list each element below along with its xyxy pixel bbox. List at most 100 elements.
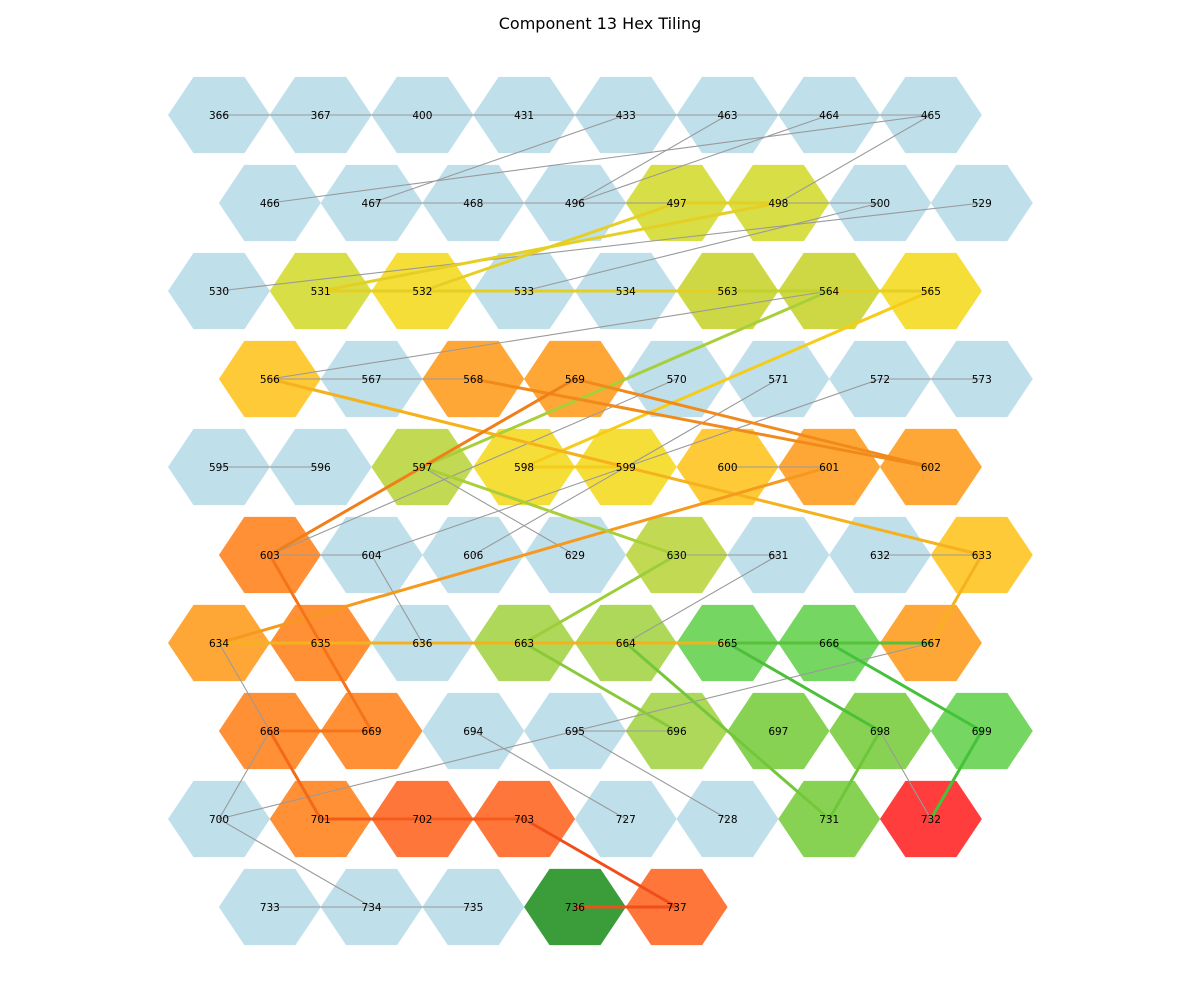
hex-label-635: 635 bbox=[311, 638, 331, 650]
edge-gray-530-529 bbox=[218, 202, 983, 292]
hex-label-468: 468 bbox=[463, 198, 483, 210]
edge-colored-630-663 bbox=[522, 553, 679, 645]
hex-label-571: 571 bbox=[768, 374, 788, 386]
hex-label-433: 433 bbox=[616, 110, 636, 122]
hex-label-636: 636 bbox=[412, 638, 432, 650]
hex-label-463: 463 bbox=[717, 110, 737, 122]
hex-label-400: 400 bbox=[412, 110, 432, 122]
hex-label-606: 606 bbox=[463, 550, 483, 562]
hex-label-698: 698 bbox=[870, 726, 890, 738]
hex-label-634: 634 bbox=[209, 638, 229, 650]
edge-gray-631-664 bbox=[625, 554, 779, 644]
edge-colored-597-564 bbox=[420, 289, 831, 469]
hex-label-667: 667 bbox=[921, 638, 941, 650]
hex-label-668: 668 bbox=[260, 726, 280, 738]
hex-label-466: 466 bbox=[260, 198, 280, 210]
hex-label-630: 630 bbox=[667, 550, 687, 562]
edge-colored-665-698 bbox=[726, 641, 882, 733]
hex-label-564: 564 bbox=[819, 286, 839, 298]
edge-gray-533-500 bbox=[523, 202, 881, 292]
edge-colored-703-737 bbox=[522, 817, 679, 909]
hex-label-703: 703 bbox=[514, 814, 534, 826]
edge-colored-668-701 bbox=[268, 729, 323, 821]
edge-gray-464-496 bbox=[574, 114, 830, 204]
hex-label-733: 733 bbox=[260, 902, 280, 914]
edge-gray-433-467 bbox=[370, 114, 627, 204]
edge-layer-colored bbox=[217, 201, 984, 909]
hex-label-367: 367 bbox=[311, 110, 331, 122]
edge-gray-463-496 bbox=[574, 114, 729, 204]
hex-label-632: 632 bbox=[870, 550, 890, 562]
edge-gray-668-700 bbox=[218, 730, 271, 820]
hex-label-600: 600 bbox=[717, 462, 737, 474]
edge-colored-666-699 bbox=[827, 641, 984, 733]
hex-label-728: 728 bbox=[717, 814, 737, 826]
hex-label-629: 629 bbox=[565, 550, 585, 562]
hex-label-532: 532 bbox=[412, 286, 432, 298]
hex-label-666: 666 bbox=[819, 638, 839, 650]
hex-label-366: 366 bbox=[209, 110, 229, 122]
edge-gray-465-498 bbox=[777, 114, 932, 204]
hex-label-531: 531 bbox=[311, 286, 331, 298]
hex-label-570: 570 bbox=[667, 374, 687, 386]
hex-label-696: 696 bbox=[667, 726, 687, 738]
hex-label-664: 664 bbox=[616, 638, 636, 650]
edge-gray-634-668 bbox=[218, 642, 271, 732]
edge-gray-694-727 bbox=[472, 730, 627, 820]
hex-label-598: 598 bbox=[514, 462, 534, 474]
hex-label-665: 665 bbox=[717, 638, 737, 650]
hex-layer bbox=[168, 76, 1033, 946]
hex-label-603: 603 bbox=[260, 550, 280, 562]
hex-label-702: 702 bbox=[412, 814, 432, 826]
hex-label-497: 497 bbox=[667, 198, 687, 210]
hex-label-663: 663 bbox=[514, 638, 534, 650]
hex-label-563: 563 bbox=[717, 286, 737, 298]
hex-label-633: 633 bbox=[972, 550, 992, 562]
edge-colored-663-696 bbox=[522, 641, 679, 733]
hex-label-701: 701 bbox=[311, 814, 331, 826]
hex-cell-697 bbox=[727, 692, 830, 770]
hex-label-599: 599 bbox=[616, 462, 636, 474]
hex-label-699: 699 bbox=[972, 726, 992, 738]
edge-gray-465-466 bbox=[269, 114, 932, 204]
hex-label-669: 669 bbox=[362, 726, 382, 738]
hex-label-597: 597 bbox=[412, 462, 432, 474]
edge-gray-570-603 bbox=[269, 378, 678, 556]
hex-label-734: 734 bbox=[362, 902, 382, 914]
hex-label-496: 496 bbox=[565, 198, 585, 210]
edge-gray-604-636 bbox=[370, 554, 423, 644]
hex-label-694: 694 bbox=[463, 726, 483, 738]
hex-label-695: 695 bbox=[565, 726, 585, 738]
edge-colored-664-731 bbox=[624, 641, 831, 821]
hex-label-732: 732 bbox=[921, 814, 941, 826]
hex-label-534: 534 bbox=[616, 286, 636, 298]
hex-label-431: 431 bbox=[514, 110, 534, 122]
figure-title: Component 13 Hex Tiling bbox=[499, 14, 701, 33]
hex-label-565: 565 bbox=[921, 286, 941, 298]
hex-label-735: 735 bbox=[463, 902, 483, 914]
hex-label-595: 595 bbox=[209, 462, 229, 474]
hex-label-566: 566 bbox=[260, 374, 280, 386]
hex-label-736: 736 bbox=[565, 902, 585, 914]
edge-colored-699-732 bbox=[929, 729, 984, 821]
hex-label-700: 700 bbox=[209, 814, 229, 826]
hex-label-697: 697 bbox=[768, 726, 788, 738]
hex-label-596: 596 bbox=[311, 462, 331, 474]
hex-label-569: 569 bbox=[565, 374, 585, 386]
edge-gray-566-564 bbox=[269, 290, 830, 380]
edge-colored-601-634 bbox=[217, 465, 831, 645]
hex-label-572: 572 bbox=[870, 374, 890, 386]
hex-label-533: 533 bbox=[514, 286, 534, 298]
hex-label-631: 631 bbox=[768, 550, 788, 562]
edge-gray-695-728 bbox=[574, 730, 729, 820]
hex-label-567: 567 bbox=[362, 374, 382, 386]
hex-label-498: 498 bbox=[768, 198, 788, 210]
edge-gray-597-629 bbox=[421, 466, 576, 556]
edge-colored-569-602 bbox=[573, 377, 933, 469]
edge-layer-gray bbox=[218, 114, 983, 908]
hex-label-602: 602 bbox=[921, 462, 941, 474]
hex-label-568: 568 bbox=[463, 374, 483, 386]
hex-label-727: 727 bbox=[616, 814, 636, 826]
label-layer: 366 367 400 431 433 463 464 465 466 467 468 496 497 4… bbox=[209, 110, 992, 914]
